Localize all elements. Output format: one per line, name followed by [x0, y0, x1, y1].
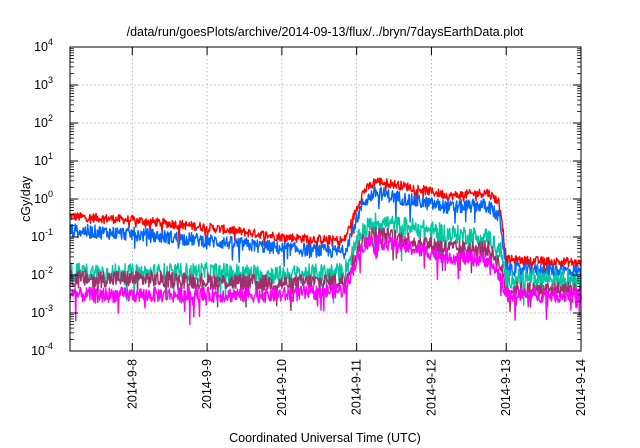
- y-tick-label: 103: [34, 75, 53, 92]
- series-line: [69, 233, 582, 326]
- tick-marks: [70, 46, 582, 352]
- y-tick-labels: 10-4 10-3 10-2 10-1 100 101 102 103 104: [31, 37, 53, 358]
- y-tick-label: 102: [34, 113, 53, 130]
- x-tick-label: 2014-9-12: [424, 359, 438, 416]
- y-axis-label: cGy/day: [19, 175, 33, 222]
- y-tick-label: 104: [34, 37, 53, 54]
- y-tick-label: 10-4: [31, 341, 53, 358]
- y-tick-label: 100: [34, 189, 53, 206]
- y-tick-label: 101: [34, 151, 53, 168]
- chart-title: /data/run/goesPlots/archive/2014-09-13/f…: [127, 25, 524, 39]
- y-tick-label: 10-2: [31, 265, 53, 282]
- series-line: [69, 226, 582, 313]
- x-tick-label: 2014-9-14: [574, 359, 588, 416]
- x-tick-label: 2014-9-10: [275, 359, 289, 416]
- y-tick-label: 10-1: [31, 227, 53, 244]
- series-line: [69, 186, 582, 285]
- x-tick-labels: 2014-9-8 2014-9-9 2014-9-10 2014-9-11 2014-9…: [125, 359, 588, 416]
- x-tick-label: 2014-9-8: [125, 359, 139, 409]
- x-tick-label: 2014-9-11: [350, 359, 364, 415]
- y-tick-label: 10-3: [31, 303, 53, 320]
- series-group: [69, 177, 582, 326]
- series-line: [69, 177, 582, 275]
- x-tick-label: 2014-9-13: [499, 359, 513, 416]
- x-tick-label: 2014-9-9: [200, 359, 214, 409]
- x-axis-label: Coordinated Universal Time (UTC): [229, 431, 421, 445]
